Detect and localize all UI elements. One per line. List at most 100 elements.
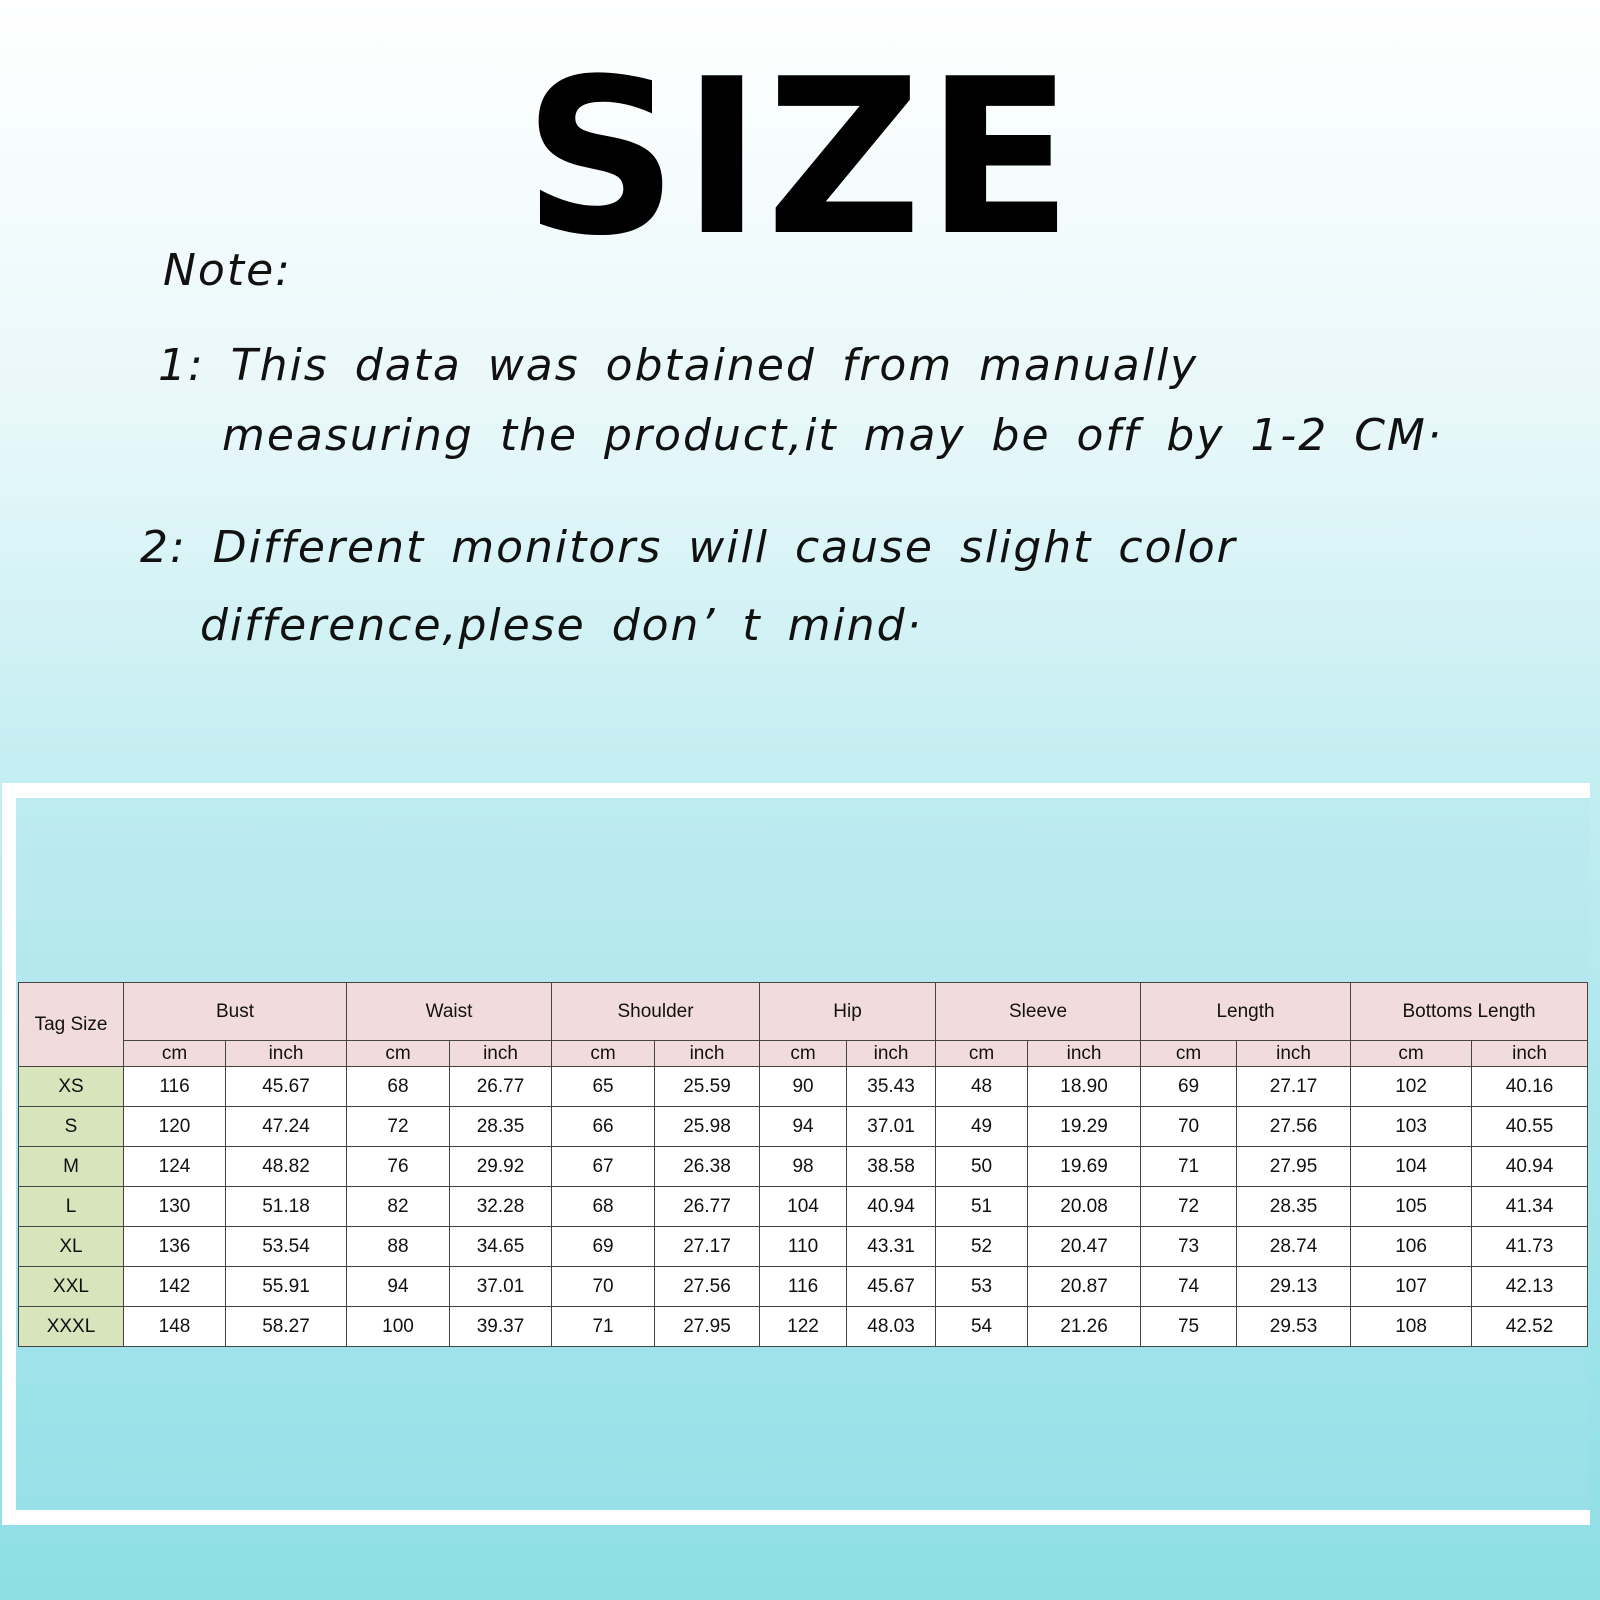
note-2-line-1: 2: Different monitors will cause slight … <box>140 522 1237 573</box>
table-cell: 69 <box>551 1226 656 1267</box>
table-cell: 142 <box>123 1266 226 1307</box>
group-header: Hip <box>759 982 937 1041</box>
size-label: S <box>18 1106 124 1147</box>
header-row-groups: Tag Size Bust Waist Shoulder Hip Sleeve Length… <box>18 982 1589 1067</box>
table-row: M 124 48.82 76 29.92 67 26.38 98 38.58 50 19.69 71 2… <box>18 1146 1589 1187</box>
group-header: Shoulder <box>551 982 761 1041</box>
table-cell: 19.29 <box>1027 1106 1142 1147</box>
table-cell: 76 <box>346 1146 450 1187</box>
table-cell: 68 <box>551 1186 656 1227</box>
group-header: Sleeve <box>935 982 1142 1041</box>
unit-header: cm <box>935 1040 1029 1067</box>
table-cell: 51.18 <box>225 1186 347 1227</box>
group-header: Waist <box>345 982 553 1041</box>
size-label: L <box>18 1186 124 1227</box>
table-cell: 25.98 <box>654 1106 761 1147</box>
table-cell: 88 <box>346 1226 450 1267</box>
table-cell: 94 <box>759 1106 848 1147</box>
table-cell: 90 <box>759 1066 848 1107</box>
table-cell: 58.27 <box>225 1306 347 1347</box>
size-chart-table: Tag Size Bust Waist Shoulder Hip Sleeve Length… <box>18 982 1589 1347</box>
table-cell: 27.56 <box>1236 1106 1352 1147</box>
table-cell: 107 <box>1350 1266 1473 1307</box>
table-cell: 26.77 <box>448 1066 553 1107</box>
table-cell: 21.26 <box>1027 1306 1142 1347</box>
table-cell: 27.17 <box>1236 1066 1352 1107</box>
table-cell: 38.58 <box>846 1146 937 1187</box>
size-label: XXL <box>18 1266 124 1307</box>
note-2-line-2: difference,plese don’ t mind· <box>200 600 923 651</box>
table-cell: 103 <box>1350 1106 1473 1147</box>
table-cell: 53.54 <box>225 1226 347 1267</box>
table-cell: 40.94 <box>846 1186 937 1227</box>
table-cell: 68 <box>346 1066 450 1107</box>
unit-header: cm <box>123 1040 226 1067</box>
table-cell: 65 <box>551 1066 656 1107</box>
table-cell: 71 <box>1140 1146 1238 1187</box>
table-cell: 50 <box>935 1146 1029 1187</box>
table-row: L 130 51.18 82 32.28 68 26.77 104 40.94 51 20.08 72… <box>18 1186 1589 1227</box>
table-row: XXXL 148 58.27 100 39.37 71 27.95 122 48.03 54 21.… <box>18 1306 1589 1347</box>
table-row: S 120 47.24 72 28.35 66 25.98 94 37.01 49 19.29 70 2… <box>18 1106 1589 1147</box>
table-cell: 41.34 <box>1471 1186 1589 1227</box>
table-cell: 45.67 <box>846 1266 937 1307</box>
table-cell: 42.52 <box>1471 1306 1589 1347</box>
table-cell: 19.69 <box>1027 1146 1142 1187</box>
table-row: XS 116 45.67 68 26.77 65 25.59 90 35.43 48 18.90 69… <box>18 1066 1589 1107</box>
table-cell: 42.13 <box>1471 1266 1589 1307</box>
table-cell: 48.03 <box>846 1306 937 1347</box>
size-title: SIZE <box>523 32 1077 283</box>
size-label: XL <box>18 1226 124 1267</box>
table-cell: 54 <box>935 1306 1029 1347</box>
table-cell: 18.90 <box>1027 1066 1142 1107</box>
table-cell: 39.37 <box>448 1306 553 1347</box>
table-cell: 52 <box>935 1226 1029 1267</box>
header-row-units: cm inch cm inch cm inch cm inch cm inch cm inch cm in… <box>19 1040 1589 1067</box>
table-cell: 28.35 <box>1236 1186 1352 1227</box>
note-heading: Note: <box>163 245 292 296</box>
table-row: XXL 142 55.91 94 37.01 70 27.56 116 45.67 53 20.87… <box>18 1266 1589 1307</box>
table-cell: 110 <box>759 1226 848 1267</box>
table-cell: 43.31 <box>846 1226 937 1267</box>
table-cell: 116 <box>123 1066 226 1107</box>
table-cell: 40.94 <box>1471 1146 1589 1187</box>
unit-header: inch <box>654 1040 761 1067</box>
table-cell: 105 <box>1350 1186 1473 1227</box>
table-cell: 148 <box>123 1306 226 1347</box>
table-cell: 122 <box>759 1306 848 1347</box>
table-cell: 82 <box>346 1186 450 1227</box>
table-cell: 40.55 <box>1471 1106 1589 1147</box>
group-header: Bust <box>123 982 347 1041</box>
table-cell: 75 <box>1140 1306 1238 1347</box>
table-cell: 37.01 <box>448 1266 553 1307</box>
table-cell: 27.56 <box>654 1266 761 1307</box>
table-cell: 67 <box>551 1146 656 1187</box>
unit-header: cm <box>759 1040 848 1067</box>
table-row: XL 136 53.54 88 34.65 69 27.17 110 43.31 52 20.47 7… <box>18 1226 1589 1267</box>
table-cell: 28.74 <box>1236 1226 1352 1267</box>
table-cell: 73 <box>1140 1226 1238 1267</box>
table-cell: 98 <box>759 1146 848 1187</box>
unit-header: inch <box>448 1040 553 1067</box>
table-cell: 104 <box>759 1186 848 1227</box>
table-cell: 70 <box>551 1266 656 1307</box>
table-cell: 29.53 <box>1236 1306 1352 1347</box>
table-cell: 72 <box>1140 1186 1238 1227</box>
table-cell: 136 <box>123 1226 226 1267</box>
table-cell: 66 <box>551 1106 656 1147</box>
table-cell: 40.16 <box>1471 1066 1589 1107</box>
table-cell: 47.24 <box>225 1106 347 1147</box>
table-cell: 48.82 <box>225 1146 347 1187</box>
table-cell: 26.77 <box>654 1186 761 1227</box>
table-cell: 32.28 <box>448 1186 553 1227</box>
unit-header: inch <box>1471 1040 1589 1067</box>
table-cell: 71 <box>551 1306 656 1347</box>
group-header: Length <box>1140 982 1352 1041</box>
table-cell: 37.01 <box>846 1106 937 1147</box>
table-cell: 104 <box>1350 1146 1473 1187</box>
table-cell: 27.95 <box>1236 1146 1352 1187</box>
table-cell: 72 <box>346 1106 450 1147</box>
table-cell: 41.73 <box>1471 1226 1589 1267</box>
table-cell: 28.35 <box>448 1106 553 1147</box>
table-cell: 116 <box>759 1266 848 1307</box>
